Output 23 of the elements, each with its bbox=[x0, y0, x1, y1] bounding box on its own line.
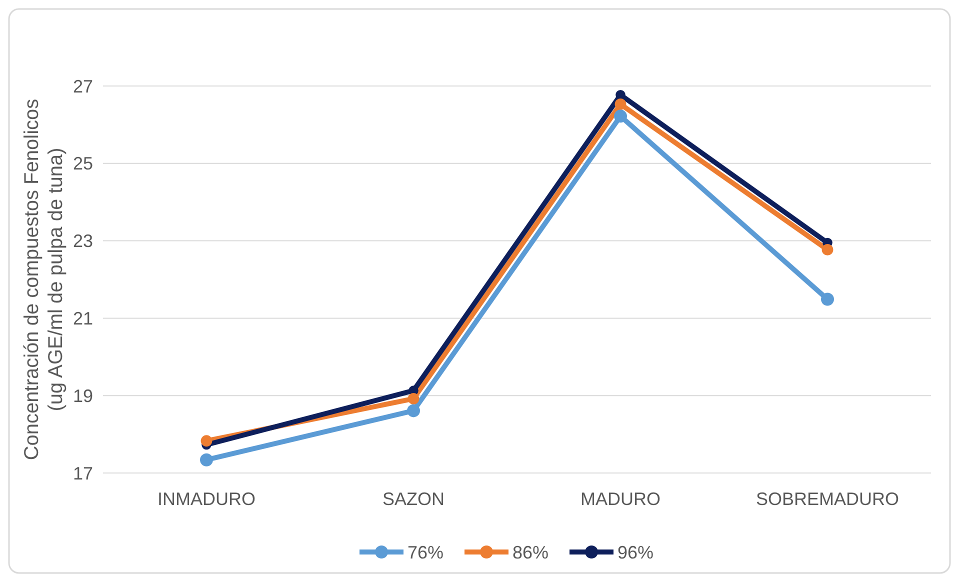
y-tick-label: 17 bbox=[72, 463, 93, 484]
point bbox=[408, 392, 420, 404]
y-tick-label: 19 bbox=[72, 386, 93, 406]
x-tick-label: MADURO bbox=[580, 489, 660, 509]
point bbox=[614, 110, 627, 123]
point bbox=[200, 453, 213, 466]
point bbox=[200, 435, 212, 447]
x-tick-label: SOBREMADURO bbox=[756, 489, 900, 509]
point bbox=[407, 404, 420, 418]
point bbox=[821, 292, 834, 306]
point bbox=[614, 98, 626, 110]
y-tick-label: 21 bbox=[72, 308, 93, 328]
y-tick-label: 23 bbox=[72, 231, 93, 252]
x-tick-label: INMADURO bbox=[158, 489, 256, 509]
x-tick-label: SAZON bbox=[382, 489, 445, 509]
y-tick-label: 27 bbox=[72, 76, 93, 96]
point bbox=[616, 90, 626, 100]
legend-label: 76% bbox=[408, 542, 444, 562]
y-axis-title: Concentración de compuestos Fenolicos (ug AGE/ml de pulpa de tuna) bbox=[21, 98, 67, 460]
point bbox=[822, 244, 834, 256]
legend-label: 96% bbox=[618, 542, 654, 562]
legend-label: 86% bbox=[512, 542, 549, 562]
y-tick-label: 25 bbox=[72, 154, 93, 174]
